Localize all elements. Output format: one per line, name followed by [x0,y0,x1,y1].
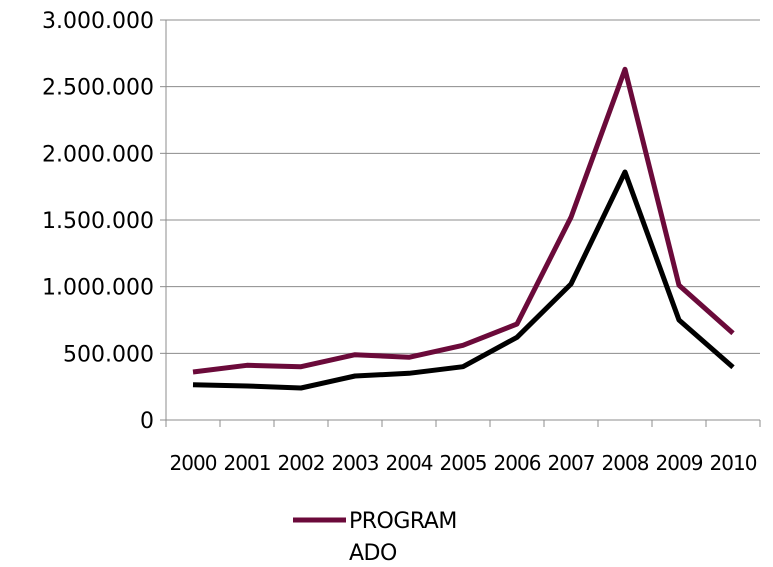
y-tick-labels: 0 500.000 1.000.000 1.500.000 2.000.000 2.500… [42,9,154,434]
y-tick-label: 1.500.000 [42,209,154,234]
legend-label: PROGRAM [349,509,457,534]
legend-label: ADO [349,541,397,563]
x-tick-label: 2002 [278,451,325,475]
axes [160,19,761,427]
x-tick-label: 2007 [548,451,595,475]
x-tick-label: 2004 [386,451,433,475]
y-tick-label: 3.000.000 [42,9,154,34]
x-tick-label: 2001 [224,451,271,475]
x-tick-label: 2009 [656,451,703,475]
legend: PROGRAM ADO [293,509,457,566]
gridlines [166,19,760,354]
x-tick-label: 2008 [602,451,649,475]
x-tick-label: 2003 [332,451,379,475]
y-tick-label: 2.500.000 [42,76,154,101]
series-lines [192,66,735,391]
x-tick-label: 2010 [710,451,757,475]
x-tick-label: 2006 [494,451,541,475]
y-tick-label: 0 [140,409,154,434]
x-tick-labels: 2000 2001 2002 2003 2004 2005 2006 2007 2008 2009… [170,451,758,475]
series-line-2 [192,169,735,391]
x-tick-label: 2000 [170,451,217,475]
y-tick-label: 1.000.000 [42,276,154,301]
y-tick-label: 2.000.000 [42,142,154,167]
series-line-1 [192,66,735,375]
x-tick-label: 2005 [440,451,487,475]
y-tick-label: 500.000 [63,342,154,367]
